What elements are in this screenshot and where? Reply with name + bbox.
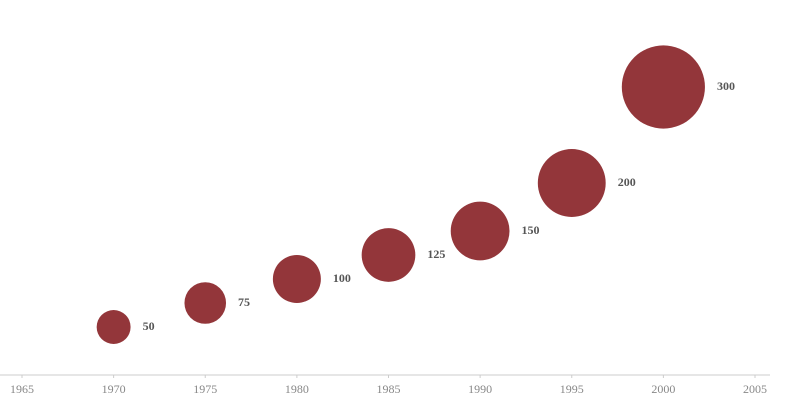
x-tick-label: 1965 — [10, 382, 34, 396]
x-tick-label: 1970 — [102, 382, 126, 396]
bubble — [621, 45, 705, 129]
bubble — [184, 282, 227, 324]
x-tick-label: 2000 — [651, 382, 675, 396]
value-label: 50 — [143, 319, 155, 333]
value-label: 75 — [238, 295, 250, 309]
x-tick-label: 1995 — [560, 382, 584, 396]
value-label: 300 — [717, 79, 735, 93]
bubble — [96, 310, 131, 344]
bubble — [537, 149, 606, 217]
bubble — [361, 228, 416, 282]
x-tick-label: 1980 — [285, 382, 309, 396]
bubble — [450, 201, 510, 261]
x-tick-label: 1985 — [377, 382, 401, 396]
value-label: 100 — [333, 271, 351, 285]
value-label: 200 — [618, 175, 636, 189]
value-label: 125 — [427, 247, 445, 261]
value-label: 150 — [522, 223, 540, 237]
x-tick-label: 1975 — [193, 382, 217, 396]
bubble — [272, 255, 321, 303]
x-tick-label: 1990 — [468, 382, 492, 396]
x-tick-label: 2005 — [743, 382, 767, 396]
